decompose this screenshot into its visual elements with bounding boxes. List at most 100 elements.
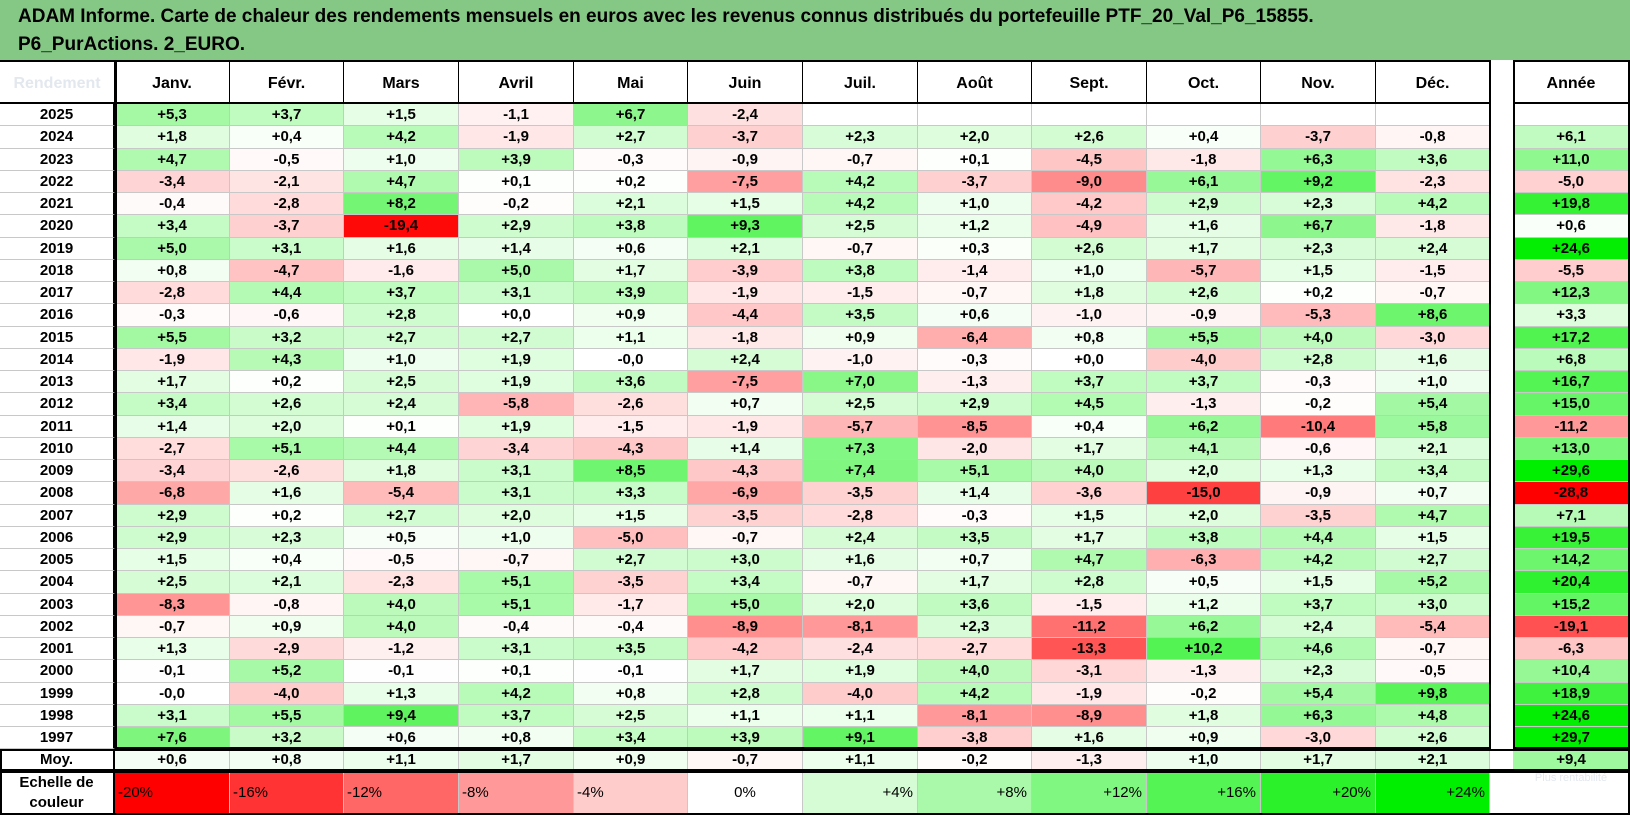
heatmap-cell: +2,6 bbox=[1032, 237, 1147, 260]
heatmap-cell: -2,8 bbox=[230, 193, 344, 216]
heatmap-cell: +2,5 bbox=[115, 571, 230, 594]
heatmap-cell: -0,0 bbox=[574, 348, 688, 371]
heatmap-cell: +3,1 bbox=[459, 460, 574, 483]
heatmap-cell: +2,4 bbox=[344, 393, 459, 416]
average-annual-cell: +9,4 bbox=[1513, 749, 1630, 772]
heatmap-cell: +0,9 bbox=[230, 615, 344, 638]
heatmap-cell: -2,1 bbox=[230, 170, 344, 193]
heatmap-cell: -4,0 bbox=[803, 682, 918, 705]
annual-cell: +15,2 bbox=[1513, 593, 1630, 616]
year-label: 2022 bbox=[0, 170, 115, 193]
heatmap-cell: -0,7 bbox=[688, 526, 803, 549]
heatmap-cell bbox=[1261, 104, 1376, 127]
heatmap-cell: -8,1 bbox=[803, 615, 918, 638]
heatmap-cell: +3,7 bbox=[459, 704, 574, 727]
heatmap-cell: +4,7 bbox=[1032, 549, 1147, 572]
heatmap-cell: +1,8 bbox=[344, 460, 459, 483]
heatmap-cell: +3,4 bbox=[574, 727, 688, 750]
heatmap-cell: -5,0 bbox=[574, 526, 688, 549]
heatmap-cell: +0,1 bbox=[344, 415, 459, 438]
average-cell: +1,7 bbox=[1261, 749, 1376, 772]
heatmap-cell: -0,2 bbox=[459, 193, 574, 216]
heatmap-cell: +2,1 bbox=[688, 237, 803, 260]
heatmap-cell: +1,8 bbox=[1032, 282, 1147, 305]
heatmap-cell: +6,3 bbox=[1261, 704, 1376, 727]
average-cell: +1,1 bbox=[803, 749, 918, 772]
annual-cell: +19,8 bbox=[1513, 193, 1630, 216]
heatmap-cell: +4,0 bbox=[1261, 326, 1376, 349]
heatmap-cell: -0,8 bbox=[230, 593, 344, 616]
heatmap-cell: +4,2 bbox=[1261, 549, 1376, 572]
heatmap-cell: -3,4 bbox=[115, 460, 230, 483]
heatmap-cell: -2,3 bbox=[1376, 170, 1490, 193]
heatmap-cell: +3,3 bbox=[574, 482, 688, 505]
heatmap-cell: +5,3 bbox=[115, 104, 230, 127]
heatmap-cell: +1,5 bbox=[1376, 526, 1490, 549]
color-scale-swatch: -16% bbox=[230, 771, 344, 815]
heatmap-cell: -8,1 bbox=[918, 704, 1032, 727]
heatmap-cell: +1,6 bbox=[803, 549, 918, 572]
month-header: Août bbox=[918, 60, 1032, 104]
heatmap-cell: -4,2 bbox=[688, 638, 803, 661]
annual-cell: +14,2 bbox=[1513, 549, 1630, 572]
heatmap-cell: +0,4 bbox=[230, 549, 344, 572]
heatmap-cell: -3,5 bbox=[688, 504, 803, 527]
heatmap-cell: +3,1 bbox=[115, 704, 230, 727]
heatmap-cell: -10,4 bbox=[1261, 415, 1376, 438]
heatmap-cell: +8,2 bbox=[344, 193, 459, 216]
heatmap-cell: +1,9 bbox=[459, 371, 574, 394]
annual-cell: -5,0 bbox=[1513, 170, 1630, 193]
heatmap-cell: +9,1 bbox=[803, 727, 918, 750]
heatmap-cell: +4,7 bbox=[1376, 504, 1490, 527]
heatmap-cell: +1,6 bbox=[1147, 215, 1261, 238]
year-label: 2014 bbox=[0, 348, 115, 371]
heatmap-cell: +4,0 bbox=[918, 660, 1032, 683]
heatmap-cell: +5,0 bbox=[115, 237, 230, 260]
annual-cell: +15,0 bbox=[1513, 393, 1630, 416]
heatmap-cell: +2,7 bbox=[344, 504, 459, 527]
heatmap-cell: +1,7 bbox=[115, 371, 230, 394]
annual-cell: +7,1 bbox=[1513, 504, 1630, 527]
heatmap-cell: -4,7 bbox=[230, 259, 344, 282]
annual-cell: +18,9 bbox=[1513, 682, 1630, 705]
heatmap-cell: +6,2 bbox=[1147, 615, 1261, 638]
heatmap-cell: +2,0 bbox=[1147, 504, 1261, 527]
heatmap-cell: +2,8 bbox=[1261, 348, 1376, 371]
heatmap-cell: +3,6 bbox=[918, 593, 1032, 616]
heatmap-cell: -3,8 bbox=[918, 727, 1032, 750]
heatmap-cell: +1,5 bbox=[688, 193, 803, 216]
annual-cell: -28,8 bbox=[1513, 482, 1630, 505]
heatmap-cell: +0,6 bbox=[574, 237, 688, 260]
year-column-header: Année bbox=[1513, 60, 1630, 104]
heatmap-cell: +0,5 bbox=[344, 526, 459, 549]
year-label: 2017 bbox=[0, 282, 115, 305]
heatmap-cell: -4,3 bbox=[688, 460, 803, 483]
heatmap-cell: -8,3 bbox=[115, 593, 230, 616]
heatmap-cell: +1,3 bbox=[1261, 460, 1376, 483]
heatmap-cell: -0,3 bbox=[574, 148, 688, 171]
annual-cell: +6,1 bbox=[1513, 126, 1630, 149]
year-label: 2011 bbox=[0, 415, 115, 438]
heatmap-cell: +1,8 bbox=[1147, 704, 1261, 727]
year-label: 2000 bbox=[0, 660, 115, 683]
year-label: 2006 bbox=[0, 526, 115, 549]
heatmap-cell: -7,5 bbox=[688, 371, 803, 394]
heatmap-cell: -1,1 bbox=[459, 104, 574, 127]
month-header: Déc. bbox=[1376, 60, 1490, 104]
annual-cell: +19,5 bbox=[1513, 526, 1630, 549]
heatmap-cell: -0,5 bbox=[230, 148, 344, 171]
heatmap-cell: -6,4 bbox=[918, 326, 1032, 349]
year-label: 1998 bbox=[0, 704, 115, 727]
heatmap-cell: +7,6 bbox=[115, 727, 230, 750]
heatmap-cell: -6,9 bbox=[688, 482, 803, 505]
heatmap-cell: +2,5 bbox=[344, 371, 459, 394]
heatmap-cell: +2,4 bbox=[1261, 615, 1376, 638]
heatmap-cell: +3,6 bbox=[574, 371, 688, 394]
heatmap-cell: +3,8 bbox=[574, 215, 688, 238]
heatmap-cell: -1,8 bbox=[688, 326, 803, 349]
annual-cell: +29,6 bbox=[1513, 460, 1630, 483]
year-label: 2016 bbox=[0, 304, 115, 327]
year-label: 2023 bbox=[0, 148, 115, 171]
heatmap-cell bbox=[803, 104, 918, 127]
heatmap-cell: +2,8 bbox=[1032, 571, 1147, 594]
